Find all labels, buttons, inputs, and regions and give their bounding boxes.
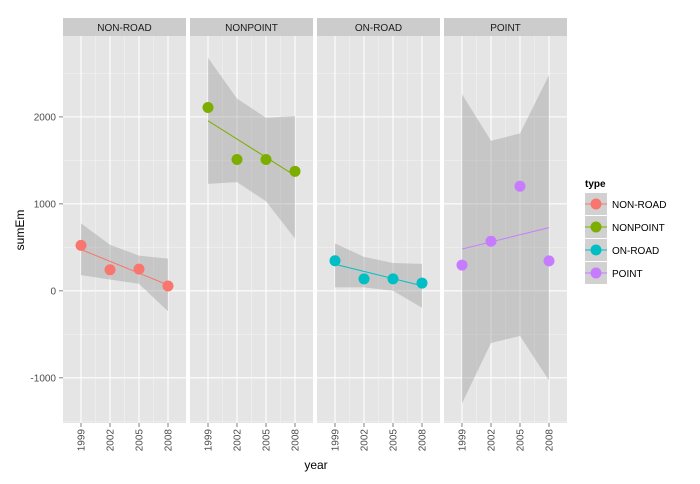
data-point [231, 153, 243, 165]
legend-label: ON-ROAD [612, 246, 659, 257]
data-point [75, 239, 87, 251]
facet-strip-label: ON-ROAD [355, 23, 402, 34]
y-tick-label: 0 [50, 286, 56, 297]
data-point [202, 101, 214, 113]
y-axis-title: sumEm [13, 210, 27, 251]
legend-point [590, 244, 602, 256]
legend-point [590, 198, 602, 210]
data-point [358, 273, 370, 285]
legend-point [590, 267, 602, 279]
legend-item: POINT [585, 262, 643, 284]
fit-line [334, 263, 423, 287]
facet-panel-non-road: NON-ROAD 1999 2002 2005 2008 [63, 18, 186, 451]
data-point [329, 255, 341, 267]
data-point [543, 255, 555, 267]
legend-title: type [585, 179, 606, 190]
data-point [289, 165, 301, 177]
facet-strip-label: NON-ROAD [97, 23, 151, 34]
data-point [456, 259, 468, 271]
y-tick-label: 1000 [34, 199, 57, 210]
facet-strip [317, 18, 440, 36]
fit-line [461, 227, 550, 250]
facet-panel-on-road: ON-ROAD 1999 2002 2005 2008 [317, 18, 440, 451]
x-tick-label: 2005 [135, 429, 146, 452]
x-tick-label: 2002 [487, 429, 498, 452]
legend-entries: NON-ROAD NONPOINT ON-ROAD POINT [585, 193, 666, 284]
data-point [514, 180, 526, 192]
x-tick-label: 1999 [77, 429, 88, 452]
data-point [133, 263, 145, 275]
facet-panels: NON-ROAD 1999 2002 2005 2008 NONPOINT 1999 2002… [63, 18, 567, 451]
facet-strip [190, 18, 313, 36]
data-point [104, 264, 116, 276]
facet-strip [63, 18, 186, 36]
fit-line [80, 249, 169, 286]
legend-label: POINT [612, 269, 643, 280]
legend: type NON-ROAD NONPOINT ON-ROAD POINT [585, 179, 666, 284]
x-tick-label: 2008 [291, 429, 302, 452]
x-tick-label: 2008 [545, 429, 556, 452]
data-point [162, 280, 174, 292]
x-tick-label: 1999 [458, 429, 469, 452]
y-tick-label: 2000 [34, 112, 57, 123]
y-axis: -1000 0 1000 2000 [30, 112, 63, 384]
data-point [260, 153, 272, 165]
legend-item: ON-ROAD [585, 239, 659, 261]
legend-item: NONPOINT [585, 216, 665, 238]
legend-item: NON-ROAD [585, 193, 666, 215]
x-tick-label: 2005 [516, 429, 527, 452]
data-point [485, 235, 497, 247]
x-tick-label: 2002 [360, 429, 371, 452]
x-tick-label: 2005 [262, 429, 273, 452]
legend-label: NON-ROAD [612, 200, 666, 211]
x-tick-label: 2008 [164, 429, 175, 452]
data-point [416, 277, 428, 289]
facet-strip [444, 18, 567, 36]
x-tick-label: 2002 [233, 429, 244, 452]
y-tick-label: -1000 [30, 373, 56, 384]
facet-panel-nonpoint: NONPOINT 1999 2002 2005 2008 [190, 18, 313, 451]
x-axis-title: year [304, 458, 327, 472]
fit-line [207, 120, 296, 177]
x-tick-label: 2008 [418, 429, 429, 452]
x-tick-label: 2002 [106, 429, 117, 452]
x-tick-label: 1999 [204, 429, 215, 452]
facet-panel-point: POINT 1999 2002 2005 2008 [444, 18, 567, 451]
legend-label: NONPOINT [612, 223, 665, 234]
facet-strip-label: POINT [490, 23, 521, 34]
confidence-band [462, 75, 549, 404]
data-point [387, 273, 399, 285]
facet-strip-label: NONPOINT [225, 23, 278, 34]
x-tick-label: 2005 [389, 429, 400, 452]
legend-point [590, 221, 602, 233]
x-tick-label: 1999 [331, 429, 342, 452]
confidence-band [335, 243, 422, 308]
